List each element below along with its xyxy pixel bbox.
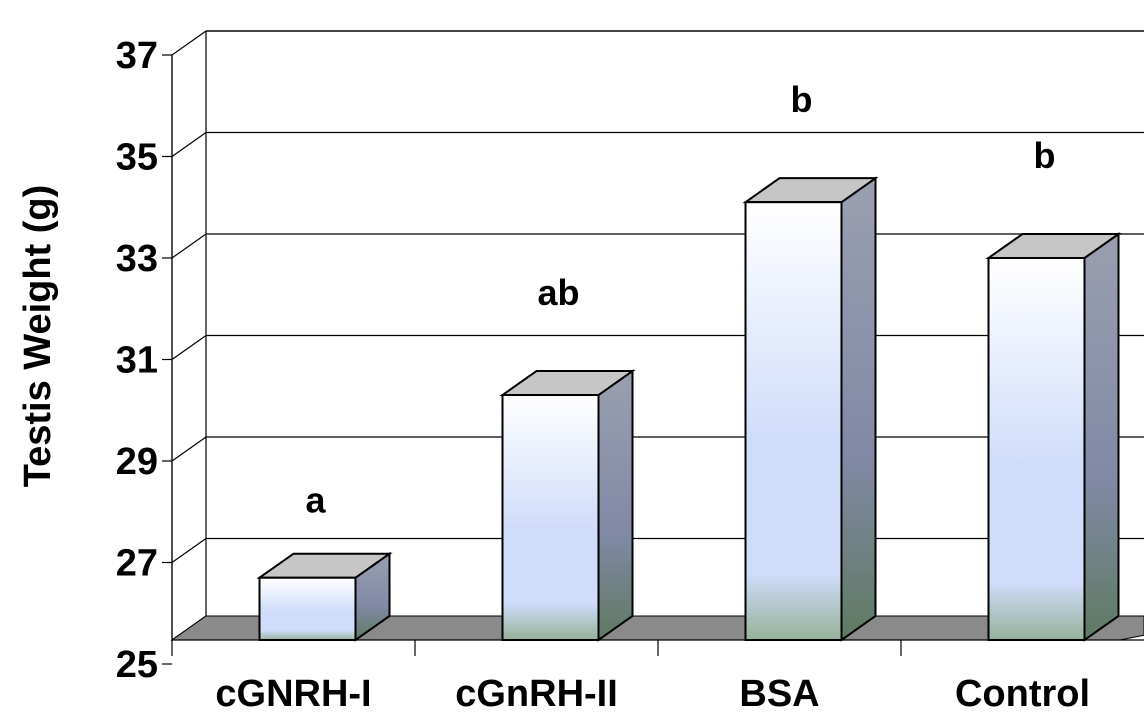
bar-cgnrh-i [256, 551, 393, 642]
x-tick-label: BSA [739, 673, 819, 715]
significance-label: a [305, 480, 326, 521]
gridline-side [171, 30, 207, 56]
y-axis-title: Testis Weight (g) [17, 185, 59, 488]
gridline-side [171, 335, 207, 360]
gridline-side [171, 233, 207, 259]
gridlines [171, 30, 1144, 563]
bar-front [987, 257, 1086, 641]
y-tick-label: 35 [116, 137, 158, 179]
y-tick-label: 29 [116, 441, 158, 483]
bar-cgnrh-ii [499, 369, 636, 642]
significance-label: b [1034, 135, 1056, 176]
x-tick-labels: cGNRH-I cGnRH-II BSA Control [215, 673, 1090, 715]
x-tick-label: Control [955, 673, 1090, 715]
y-tick-label: 31 [116, 340, 158, 382]
x-tick-label: cGNRH-I [215, 673, 371, 715]
significance-labels: a ab b b [305, 79, 1055, 521]
bar-side [597, 369, 634, 642]
y-tick-label: 25 [116, 644, 158, 686]
significance-label: ab [537, 272, 579, 313]
bar-side [840, 176, 877, 642]
y-tick-label: 27 [116, 543, 158, 585]
y-tick-labels: 25 27 29 31 33 35 37 [116, 35, 158, 686]
bar-front [501, 394, 600, 641]
bar-side [1083, 232, 1120, 642]
gridline-side [171, 436, 207, 462]
gridline-side [171, 132, 207, 157]
bar-control [985, 232, 1122, 642]
bar-front [258, 576, 357, 641]
gridline-side [171, 538, 207, 563]
y-tick-label: 33 [116, 238, 158, 280]
x-tick-label: cGnRH-II [455, 673, 618, 715]
bar-front [744, 201, 843, 642]
side-wall [171, 31, 207, 642]
significance-label: b [791, 79, 813, 120]
bar-bsa [742, 176, 879, 642]
y-tick-label: 37 [116, 35, 158, 77]
bars [256, 176, 1122, 642]
